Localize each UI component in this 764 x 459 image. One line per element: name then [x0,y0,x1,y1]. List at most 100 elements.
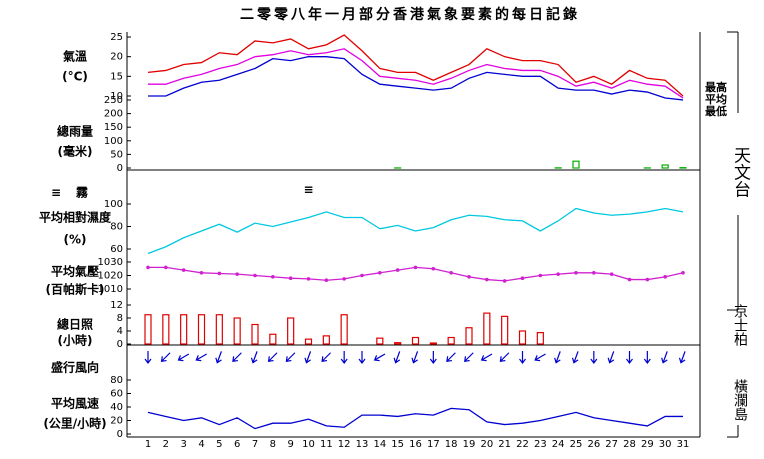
x-tick-label: 15 [391,439,404,450]
data-point [520,276,525,281]
wind-arrow [464,352,474,362]
arrow-shape [232,352,242,362]
bar [269,333,277,345]
y-tick-label: 0 [117,163,123,174]
arrow-shape [160,352,171,362]
panel-label: 總日照 [57,317,93,332]
x-tick-label: 31 [677,439,690,450]
bar [180,314,188,345]
data-point [609,272,614,276]
data-point [645,277,650,282]
wind-arrow [446,352,456,362]
y-tick-label: 0 [117,429,123,440]
wind-arrow [160,352,171,362]
data-point [288,276,293,281]
data-point [395,268,400,272]
wind-arrow [285,352,296,362]
x-tick-label: 3 [180,439,186,450]
x-tick-label: 20 [480,439,493,450]
arrow-shape [267,352,278,362]
y-tick-label: 1010 [98,284,123,295]
arrow-shape [285,352,296,362]
y-tick-label: 1020 [98,271,123,282]
bar [251,323,259,345]
arrow-shape [411,351,419,364]
data-point [164,265,168,270]
fog-label: 霧 [76,186,89,200]
bar [233,317,241,345]
panel-label: (公里/小時) [43,416,106,431]
wind-arrow [571,351,579,364]
legend-label: 最低 [705,104,727,118]
bar [304,338,313,345]
y-tick-label: 80 [110,375,123,386]
x-tick-label: 4 [198,439,204,450]
wind-arrow [195,353,207,362]
bar [483,312,491,345]
wind-arrow [321,352,332,362]
x-tick-label: 8 [270,439,276,450]
x-tick-label: 10 [302,439,315,450]
x-tick-label: 12 [338,439,351,450]
data-point [181,268,186,272]
arrow-shape [250,351,258,364]
x-tick-label: 14 [373,439,386,450]
arrow-shape [215,351,222,364]
wind-arrow [304,351,312,364]
data-point [324,278,329,283]
x-tick-label: 1 [145,439,151,450]
bar [287,317,295,345]
x-tick-label: 22 [516,439,529,450]
x-tick-label: 24 [552,439,565,450]
x-tick-label: 19 [463,439,476,450]
data-point [360,273,364,278]
station-label: 京士柏 [732,304,748,346]
arrow-shape [571,351,579,364]
panel-label: 氣溫 [63,49,87,64]
wind-arrow [340,351,348,364]
wind-arrow [480,353,493,362]
wind-arrow [607,351,615,364]
data-line [148,56,684,101]
data-point [235,272,239,276]
arrow-shape [195,353,207,362]
arrow-shape [499,352,510,362]
data-point [253,273,257,278]
y-tick-label: 25 [110,32,123,43]
data-point [502,279,507,283]
x-tick-label: 23 [534,439,547,450]
bar [411,336,420,345]
bar [501,315,509,345]
wind-arrow [144,351,152,364]
bar [215,314,223,345]
arrow-shape [393,351,401,364]
x-tick-label: 2 [163,439,169,450]
x-tick-label: 21 [498,439,511,450]
x-tick-label: 18 [445,439,458,450]
arrow-shape [590,351,598,364]
wind-arrow [358,351,366,364]
panel-label: (%) [64,233,87,247]
wind-arrow [678,351,686,364]
data-line [147,34,684,97]
x-tick-label: 6 [234,439,240,450]
data-point [306,277,311,281]
frame [126,31,739,438]
arrow-shape [643,351,651,364]
wind-arrow [373,353,386,362]
y-tick-label: 20 [110,52,123,63]
data-point [146,265,150,270]
y-tick-label: 60 [110,244,123,255]
arrow-shape [519,351,526,364]
legend-label: 平均 [705,92,727,106]
x-tick-label: 13 [356,439,369,450]
x-tick-label: 29 [641,439,654,450]
panel-label: 平均氣壓 [51,264,99,279]
x-tick-label: 5 [216,439,222,450]
bar [144,314,152,345]
bar [572,160,580,169]
wind-arrow [393,351,401,364]
station-label: 橫瀾島 [732,379,748,421]
arrow-shape [678,351,686,364]
wind-arrow [411,351,419,364]
